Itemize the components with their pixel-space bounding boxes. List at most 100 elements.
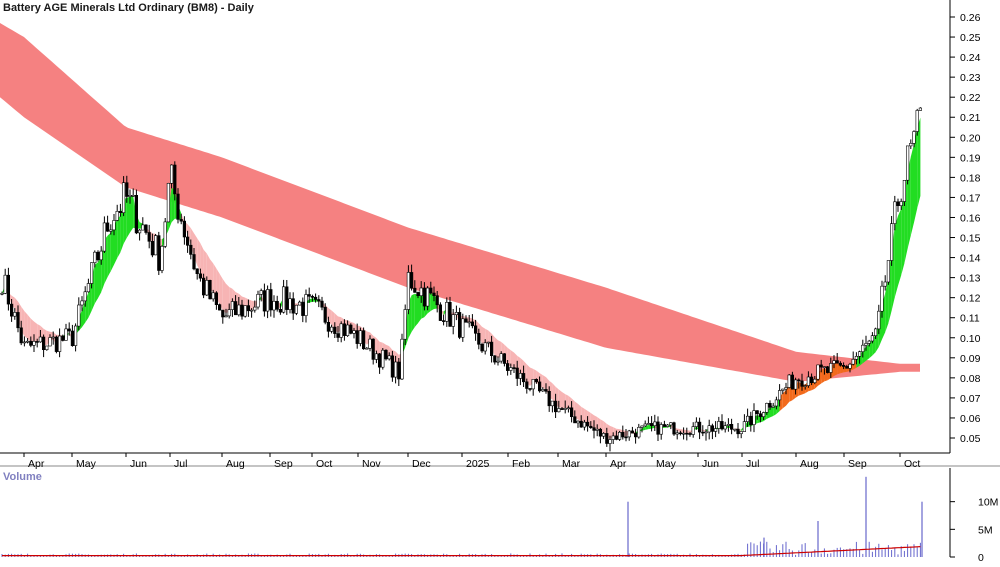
candle-body [432, 292, 436, 297]
x-tick-label: Dec [412, 458, 431, 470]
candle-body [480, 343, 484, 352]
candle-body [777, 390, 782, 401]
candle-body [582, 421, 586, 428]
candle-body [83, 291, 87, 302]
candle-body [749, 415, 753, 426]
y-tick-label: 0.17 [960, 192, 981, 204]
x-tick-label: May [76, 458, 97, 470]
candle-body [38, 336, 42, 343]
candle-body [118, 211, 122, 214]
candle-body [102, 222, 106, 252]
candle-body [646, 423, 650, 425]
y-tick-label: 0.20 [960, 132, 981, 144]
short-ma-band-segment [485, 328, 489, 344]
candle-body [288, 298, 292, 310]
candle-body [35, 341, 39, 343]
candle-body [502, 353, 507, 364]
candle-body [352, 330, 356, 334]
x-tick-label: Nov [362, 458, 381, 470]
candle-body [515, 367, 519, 379]
candle-body [262, 290, 267, 312]
candle-body [566, 407, 570, 410]
candle-body [122, 182, 126, 213]
candle-body [857, 351, 862, 357]
short-ma-band-segment [584, 408, 588, 425]
candle-body [803, 385, 807, 387]
candle-body [13, 312, 17, 317]
x-tick-label: Jul [746, 458, 759, 470]
volume-tick-label: 10M [978, 497, 998, 509]
candle-body [416, 292, 420, 296]
candle-body [643, 423, 647, 427]
candle-body [441, 320, 446, 322]
candle-body [829, 363, 833, 373]
candle-body [358, 330, 363, 344]
candle-body [74, 325, 78, 346]
candle-body [595, 428, 599, 431]
candle-body [745, 415, 750, 422]
candle-body [909, 143, 913, 147]
candle-body [704, 431, 708, 434]
candle-body [301, 301, 305, 316]
short-ma-band-segment [107, 232, 111, 277]
candle-body [528, 388, 532, 390]
candle-body [832, 360, 836, 364]
candle-body [349, 324, 353, 334]
candle-body [461, 318, 465, 338]
candle-body [339, 323, 343, 338]
candle-body [179, 219, 183, 222]
candle-body [381, 349, 385, 368]
candle-body [534, 378, 538, 383]
candle-body [467, 321, 471, 324]
candle-body [170, 164, 174, 184]
x-tick-label: May [656, 458, 677, 470]
short-ma-band-segment [475, 320, 479, 337]
candle-body [64, 328, 68, 341]
candle-body [115, 211, 119, 221]
candle-body [106, 222, 110, 232]
short-ma-band-segment [309, 298, 313, 303]
candle-body [29, 340, 33, 346]
candle-body [486, 341, 491, 344]
candle-body [499, 353, 503, 362]
candle-body [493, 355, 497, 363]
y-tick-label: 0.09 [960, 353, 981, 365]
x-tick-label: Feb [512, 458, 530, 470]
short-ma-band-segment [24, 311, 28, 339]
candle-body [630, 430, 634, 434]
candle-body [182, 220, 187, 238]
candle-body [790, 374, 794, 390]
candle-body [141, 224, 145, 231]
candle-body [521, 373, 526, 383]
candle-body [208, 279, 212, 300]
candle-body [189, 244, 193, 255]
candle-body [422, 287, 427, 307]
short-ma-band-segment [875, 322, 879, 353]
x-tick-label: Apr [28, 458, 45, 470]
candle-body [784, 387, 788, 390]
volume-tick-label: 0 [978, 552, 984, 562]
candle-body [691, 426, 695, 435]
candle-body [800, 380, 804, 387]
candle-body [710, 425, 714, 432]
candle-body [150, 241, 155, 256]
candle-body [365, 347, 369, 350]
candle-body [659, 424, 663, 435]
candle-body [509, 367, 513, 371]
candle-body [851, 358, 855, 365]
candle-body [841, 364, 846, 367]
candle-body [733, 428, 737, 431]
candle-body [154, 235, 158, 256]
short-ma-band-segment [110, 226, 114, 272]
y-tick-label: 0.14 [960, 253, 981, 265]
candle-body [707, 425, 711, 433]
candle-body [649, 423, 654, 426]
candle-body [525, 381, 529, 389]
candle-body [41, 336, 46, 350]
candle-body [752, 410, 756, 426]
candle-body [256, 293, 260, 308]
short-ma-band-segment [686, 430, 690, 434]
short-ma-band-segment [213, 263, 217, 299]
candle-body [51, 336, 55, 339]
candle-body [669, 422, 673, 426]
